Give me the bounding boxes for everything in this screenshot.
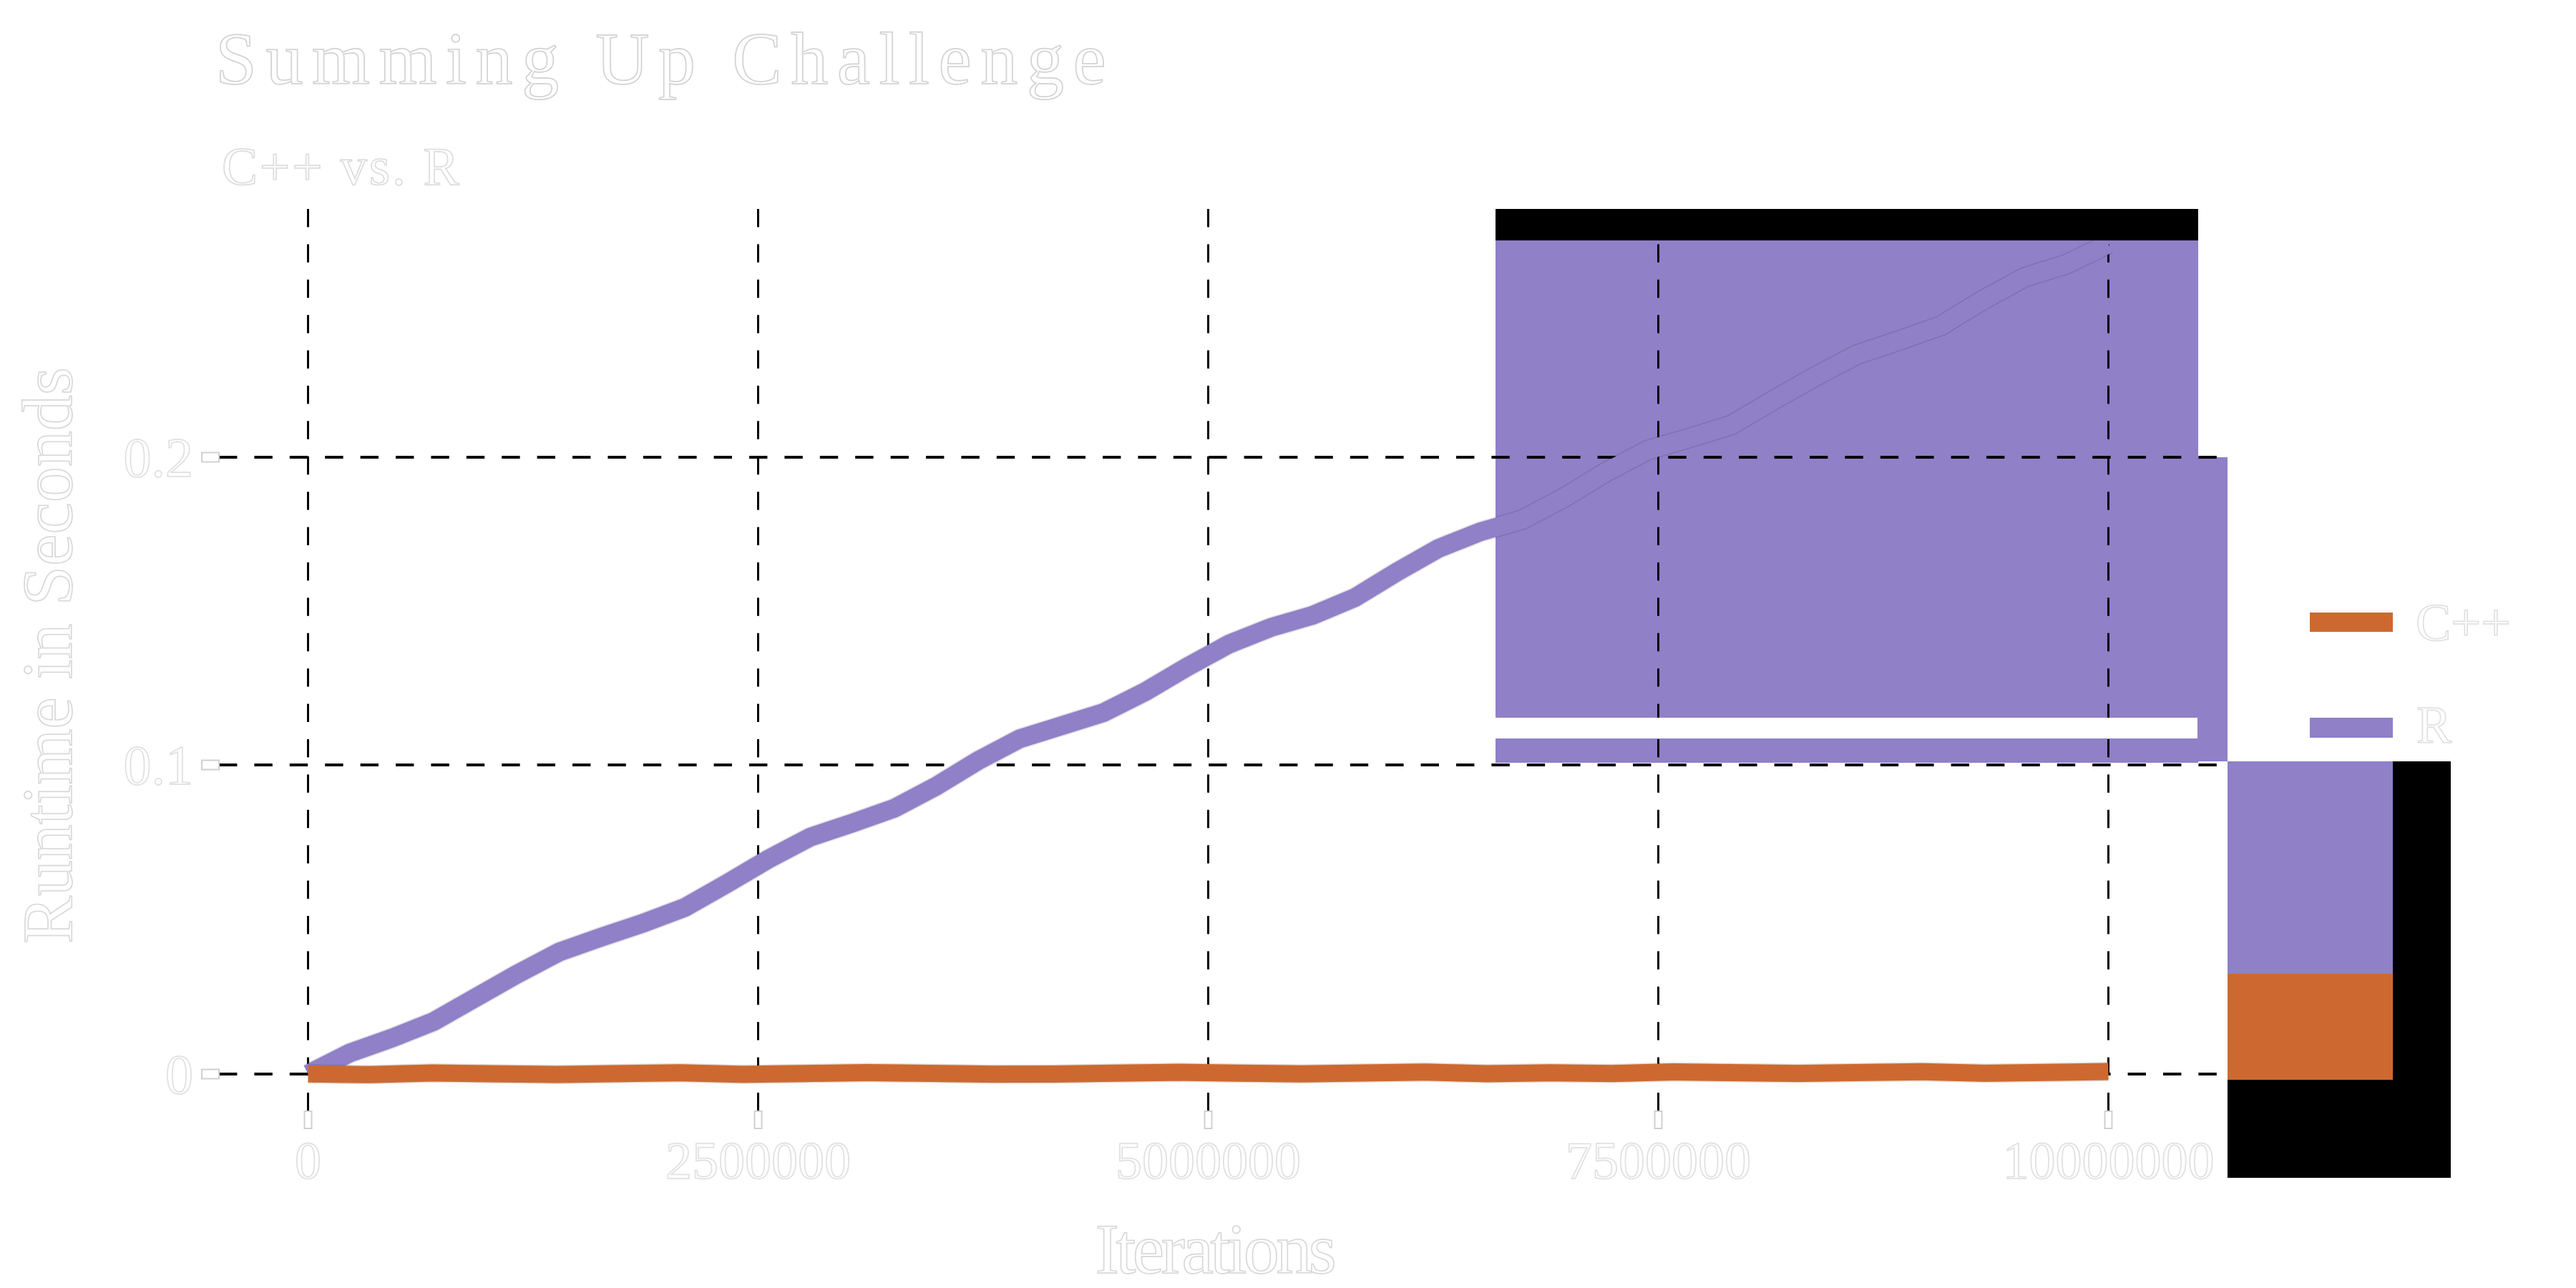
svg-text:0: 0 — [295, 1132, 321, 1191]
svg-text:Iterations: Iterations — [1096, 1209, 1335, 1288]
svg-text:5000000: 5000000 — [1116, 1132, 1301, 1191]
svg-text:0.1: 0.1 — [124, 734, 194, 796]
svg-text:C++: C++ — [2416, 594, 2511, 653]
svg-text:0.2: 0.2 — [124, 426, 194, 489]
svg-text:7500000: 7500000 — [1566, 1132, 1751, 1191]
svg-text:10000000: 10000000 — [2003, 1132, 2215, 1191]
svg-text:Summing Up Challenge: Summing Up Challenge — [215, 18, 1115, 100]
svg-text:2500000: 2500000 — [665, 1132, 851, 1191]
svg-text:Runtime in Seconds: Runtime in Seconds — [8, 367, 87, 944]
svg-text:C++ vs. R: C++ vs. R — [222, 137, 462, 197]
svg-text:0: 0 — [165, 1043, 193, 1106]
svg-text:R: R — [2416, 696, 2452, 755]
